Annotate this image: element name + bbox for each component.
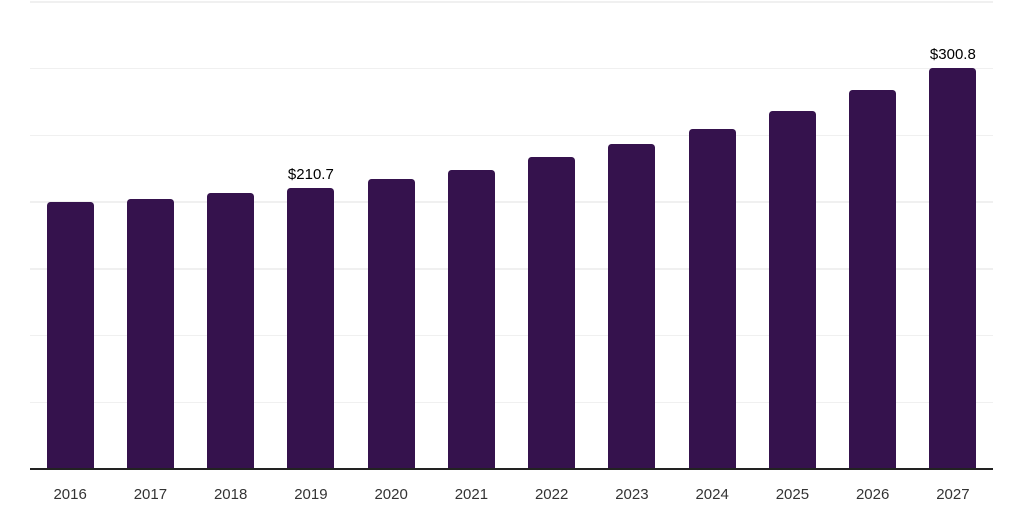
bar-2023 [608,144,656,469]
x-tick-2026: 2026 [855,486,890,503]
x-tick-2025: 2025 [775,486,810,503]
gridline [30,67,993,70]
x-tick-2020: 2020 [374,486,408,503]
x-axis-labels: 2016 2017 2018 2019 2020 2021 2022 2023 2024 2025… [30,484,993,506]
x-tick-2027: 2027 [936,486,970,503]
x-tick-2023: 2023 [615,486,649,503]
x-tick-2019: 2019 [294,486,328,503]
plot-area: $210.7 $300.8 [30,1,993,470]
gridline [30,201,993,203]
bar-2026 [849,90,897,469]
bar-2017 [126,199,174,469]
x-tick-2024: 2024 [695,486,729,503]
bar-2016 [46,202,94,469]
gridline [30,134,993,137]
bar-2020 [367,179,415,469]
value-label-2027: $300.8 [929,46,976,64]
bar-2018 [207,193,255,469]
x-tick-2016: 2016 [53,486,87,503]
bar-2025 [768,111,816,469]
x-tick-2018: 2018 [213,486,248,503]
x-tick-2022: 2022 [534,486,569,503]
gridline [30,1,993,3]
x-axis-line [30,468,993,470]
x-tick-2017: 2017 [133,486,168,503]
gridline [30,401,993,404]
gridline [30,268,993,270]
x-tick-2021: 2021 [454,486,489,503]
bar-2027 [929,67,977,469]
bar-2022 [528,157,576,469]
gridline [30,334,993,337]
value-label-2019: $210.7 [287,166,334,184]
bar-2021 [447,170,495,469]
bar-2024 [688,128,736,469]
bar-2019 [287,187,335,469]
